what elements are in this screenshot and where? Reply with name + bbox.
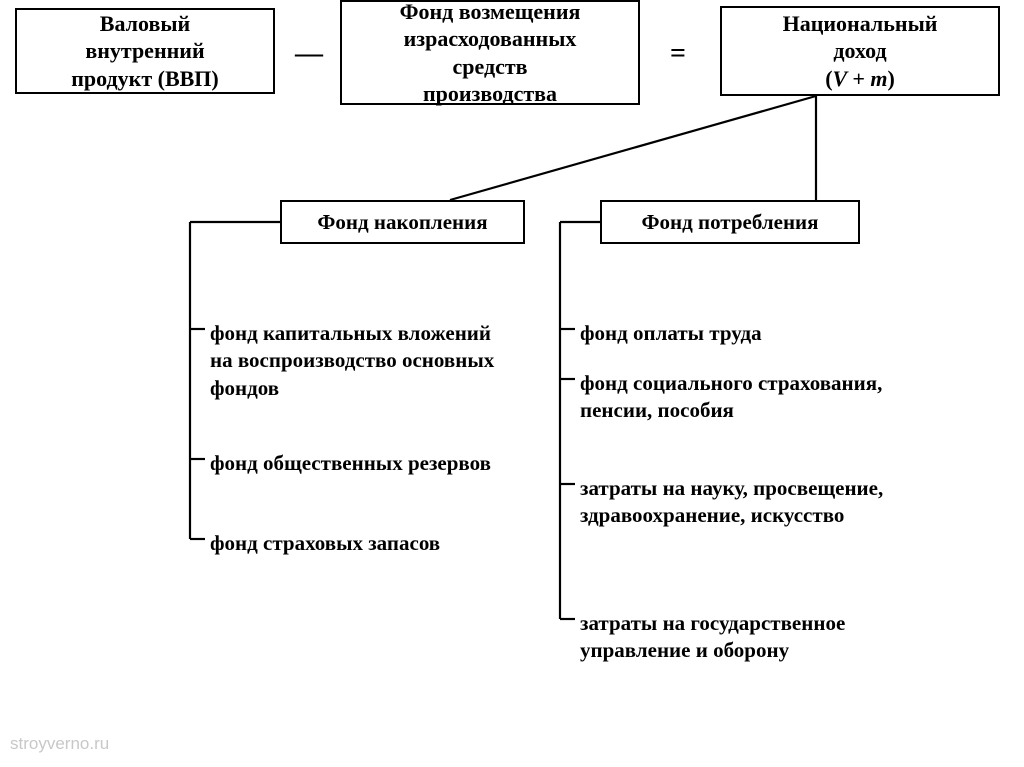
equation-box-replacement-fund: Фонд возмещения израсходованных средств … — [340, 0, 640, 105]
consumption-fund-box: Фонд потребления — [600, 200, 860, 244]
box2-line3: средств — [452, 54, 527, 79]
box3-line1: Национальный — [783, 11, 938, 36]
accumulation-fund-box: Фонд накопления — [280, 200, 525, 244]
box1-line2: внутренний — [85, 38, 204, 63]
box2-line1: Фонд возмещения — [400, 0, 581, 24]
consumption-item-0: фонд оплаты труда — [580, 320, 900, 347]
box1-line3: продукт (ВВП) — [71, 66, 219, 91]
watermark-text: stroyverno.ru — [10, 734, 109, 754]
equation-box-national-income: Национальный доход (V + m) — [720, 6, 1000, 96]
accumulation-item-1: фонд общественных резервов — [210, 450, 510, 477]
box2-line2: израсходованных — [404, 26, 577, 51]
equation-box-gdp: Валовый внутренний продукт (ВВП) — [15, 8, 275, 94]
box2-line4: производства — [423, 81, 557, 106]
box3-line3-suffix: ) — [887, 66, 894, 91]
equals-operator: = — [670, 38, 686, 70]
consumption-item-3: затраты на государственное управление и … — [580, 610, 900, 665]
accumulation-item-0: фонд капитальных вложений на воспроизвод… — [210, 320, 510, 402]
box3-line3-prefix: ( — [825, 66, 832, 91]
box1-line1: Валовый — [100, 11, 190, 36]
minus-operator: — — [295, 38, 323, 70]
box3-line3-var: V + m — [833, 66, 888, 91]
box3-line2: доход — [833, 38, 886, 63]
accumulation-item-2: фонд страховых запасов — [210, 530, 510, 557]
consumption-item-2: затраты на науку, просвещение, здравоохр… — [580, 475, 900, 530]
consumption-item-1: фонд социального страхования, пенсии, по… — [580, 370, 900, 425]
